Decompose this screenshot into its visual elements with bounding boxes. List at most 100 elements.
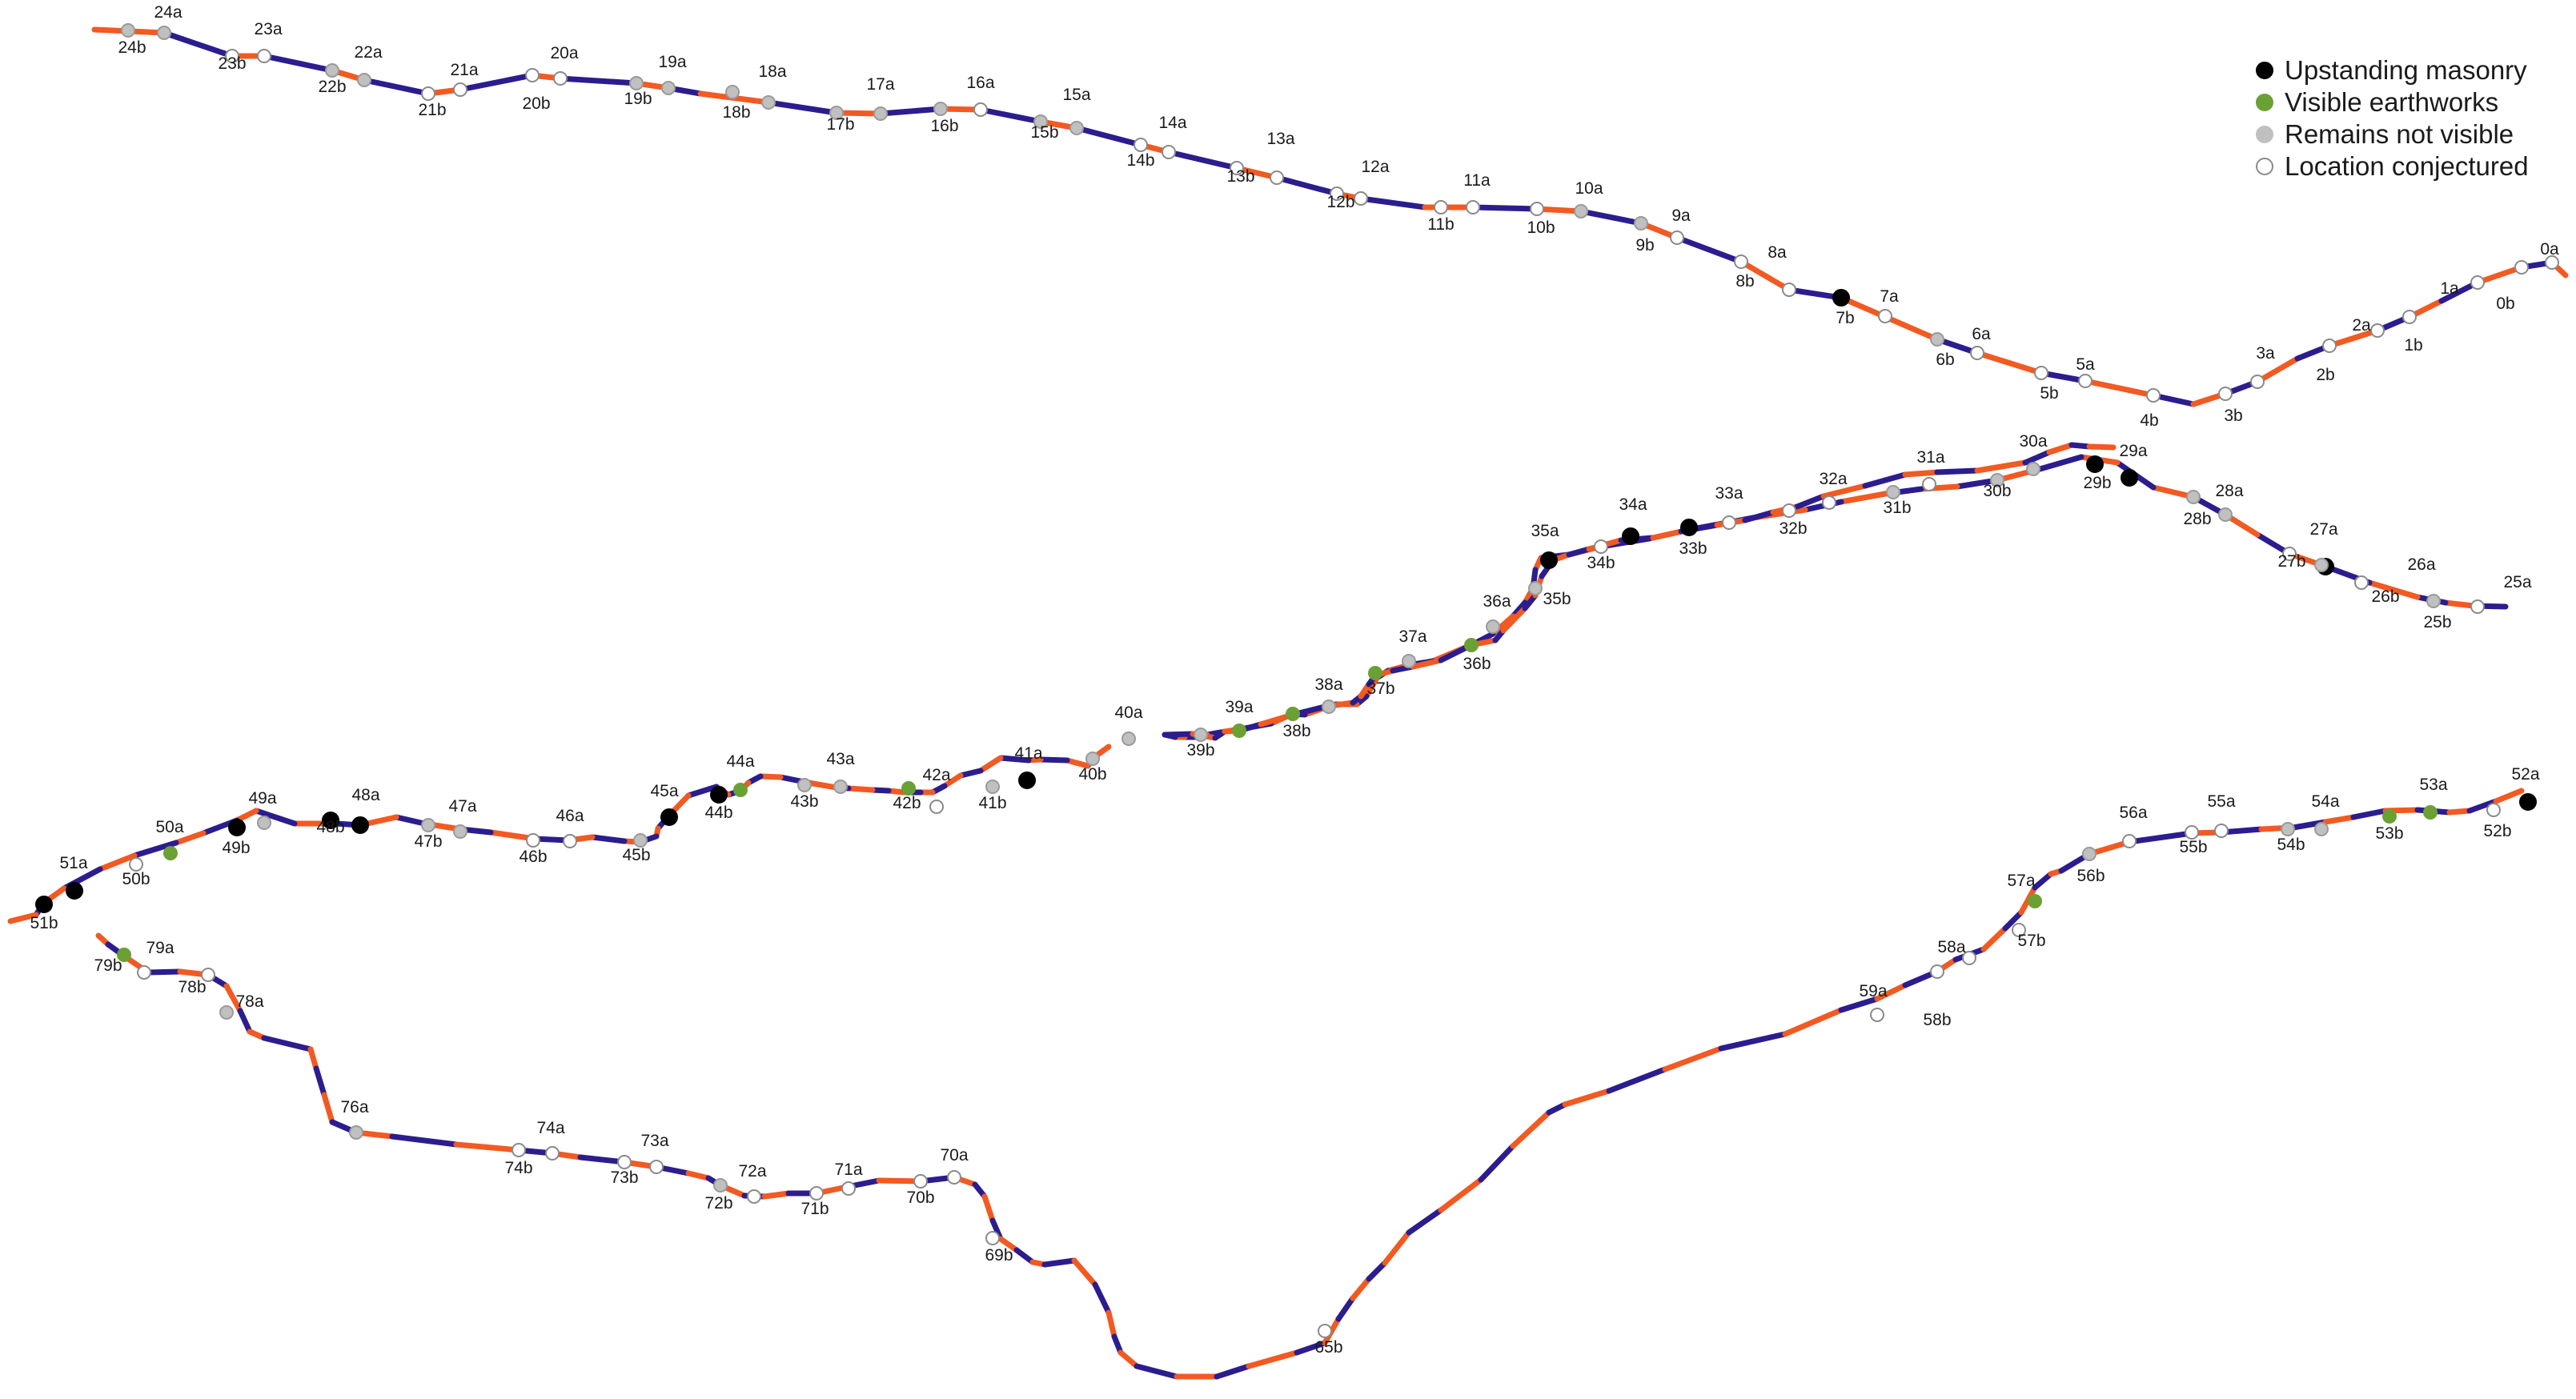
wall-segment (261, 1035, 314, 1052)
site-label: 44b (704, 804, 732, 822)
wall-segment (389, 1133, 459, 1148)
site-label: 23b (218, 54, 246, 73)
wall-segment (1838, 491, 1888, 505)
legend-label: Visible earthworks (2285, 87, 2499, 117)
site-label: 47b (414, 832, 442, 851)
wall-segment (1974, 459, 2028, 474)
site-marker-location-conjectured (1870, 1008, 1884, 1022)
wall-segment (1073, 125, 1144, 148)
site-label: 37b (1366, 679, 1394, 698)
site-label: 41b (978, 794, 1006, 812)
site-marker-remains-not-visible (873, 106, 888, 121)
site-marker-remains-not-visible (829, 106, 844, 120)
site-marker-location-conjectured (453, 82, 467, 97)
site-marker-location-conjectured (257, 49, 271, 63)
site-marker-location-conjectured (929, 800, 944, 814)
site-label: 29a (2119, 442, 2147, 460)
site-marker-location-conjectured (1962, 951, 1976, 965)
site-label: 41a (1014, 744, 1042, 763)
legend-item-remains-not-visible: Remains not visible (2256, 118, 2560, 150)
site-marker-remains-not-visible (1528, 581, 1543, 595)
wall-segment (2068, 442, 2092, 450)
site-label: 7b (1836, 309, 1854, 327)
site-marker-remains-not-visible (2426, 594, 2441, 608)
wall-segment (577, 1154, 628, 1165)
site-marker-location-conjectured (1330, 186, 1344, 201)
site-marker-visible-earthworks (1464, 638, 1479, 652)
site-marker-location-conjectured (1354, 191, 1368, 206)
site-marker-upstanding-masonry (2086, 455, 2104, 473)
site-marker-location-conjectured (421, 86, 435, 101)
site-label: 25a (2503, 573, 2531, 591)
site-label: 71b (800, 1200, 829, 1218)
site-marker-upstanding-masonry (228, 819, 246, 836)
site-marker-location-conjectured (2214, 824, 2229, 838)
site-label: 69b (985, 1246, 1013, 1265)
wall-segment (97, 852, 138, 872)
site-marker-upstanding-masonry (1622, 527, 1639, 545)
site-marker-location-conjectured (512, 1143, 526, 1157)
wall-segment (2082, 378, 2157, 399)
site-marker-visible-earthworks (1368, 666, 1382, 680)
site-marker-location-conjectured (841, 1181, 856, 1196)
site-marker-remains-not-visible (2082, 847, 2097, 861)
wall-segment (1500, 605, 1528, 634)
site-marker-location-conjectured (2185, 825, 2199, 840)
wall-segment (1041, 1257, 1077, 1268)
legend-item-upstanding-masonry: Upstanding masonry (2256, 54, 2560, 86)
site-marker-remains-not-visible (1886, 485, 1900, 499)
wall-segment (1358, 195, 1428, 210)
wall-segment (1742, 509, 1776, 523)
wall-segment (2032, 871, 2054, 891)
site-label: 11b (1427, 215, 1454, 234)
wall-segment (131, 840, 179, 859)
site-marker-remains-not-visible (833, 780, 848, 794)
wall-segment (1246, 1349, 1300, 1369)
wall-segment (1820, 483, 1868, 499)
wall-segment (2326, 327, 2381, 349)
site-marker-location-conjectured (1434, 200, 1448, 214)
wall-segment (1166, 149, 1240, 171)
site-marker-remains-not-visible (257, 816, 271, 830)
wall-segment (1874, 982, 1908, 1002)
site-label: 28a (2215, 482, 2243, 500)
site-label: 4b (2140, 411, 2158, 430)
site-marker-location-conjectured (1822, 495, 1836, 510)
site-label: 14b (1126, 151, 1154, 170)
wall-segment (1794, 493, 1827, 510)
site-marker-remains-not-visible (453, 824, 467, 839)
site-marker-location-conjectured (985, 1231, 1000, 1245)
wall-segment (685, 784, 720, 799)
site-marker-location-conjectured (1318, 1324, 1332, 1338)
site-label: 27a (2309, 520, 2337, 539)
site-marker-location-conjectured (1466, 200, 1480, 214)
site-label: 31a (1916, 448, 1944, 467)
wall-segment (1382, 1229, 1412, 1266)
site-marker-location-conjectured (1970, 346, 1984, 360)
site-label: 50a (155, 818, 183, 836)
site-label: 42b (893, 794, 921, 812)
site-label: 15b (1030, 123, 1058, 142)
wall-segment (1294, 1340, 1328, 1356)
site-label: 52b (2483, 822, 2511, 840)
site-marker-location-conjectured (526, 833, 540, 848)
site-label: 51b (30, 914, 58, 932)
site-label: 3b (2224, 407, 2242, 425)
wall-segment (1111, 1333, 1124, 1356)
wall-segment (1350, 1276, 1372, 1301)
site-label: 55a (2207, 792, 2235, 811)
site-label: 2b (2316, 366, 2334, 384)
site-label: 70a (940, 1146, 968, 1164)
site-marker-remains-not-visible (1402, 654, 1416, 668)
site-marker-remains-not-visible (1322, 700, 1336, 714)
site-marker-location-conjectured (2146, 388, 2161, 403)
site-label: 13b (1226, 167, 1254, 186)
site-marker-remains-not-visible (421, 818, 435, 832)
site-label: 76a (340, 1098, 368, 1116)
site-marker-visible-earthworks (163, 846, 178, 860)
site-label: 20b (522, 94, 550, 113)
site-label: 21b (418, 101, 446, 119)
site-marker-remains-not-visible (2186, 490, 2201, 504)
site-label: 57b (2017, 932, 2045, 950)
wall-segment (321, 1092, 335, 1125)
